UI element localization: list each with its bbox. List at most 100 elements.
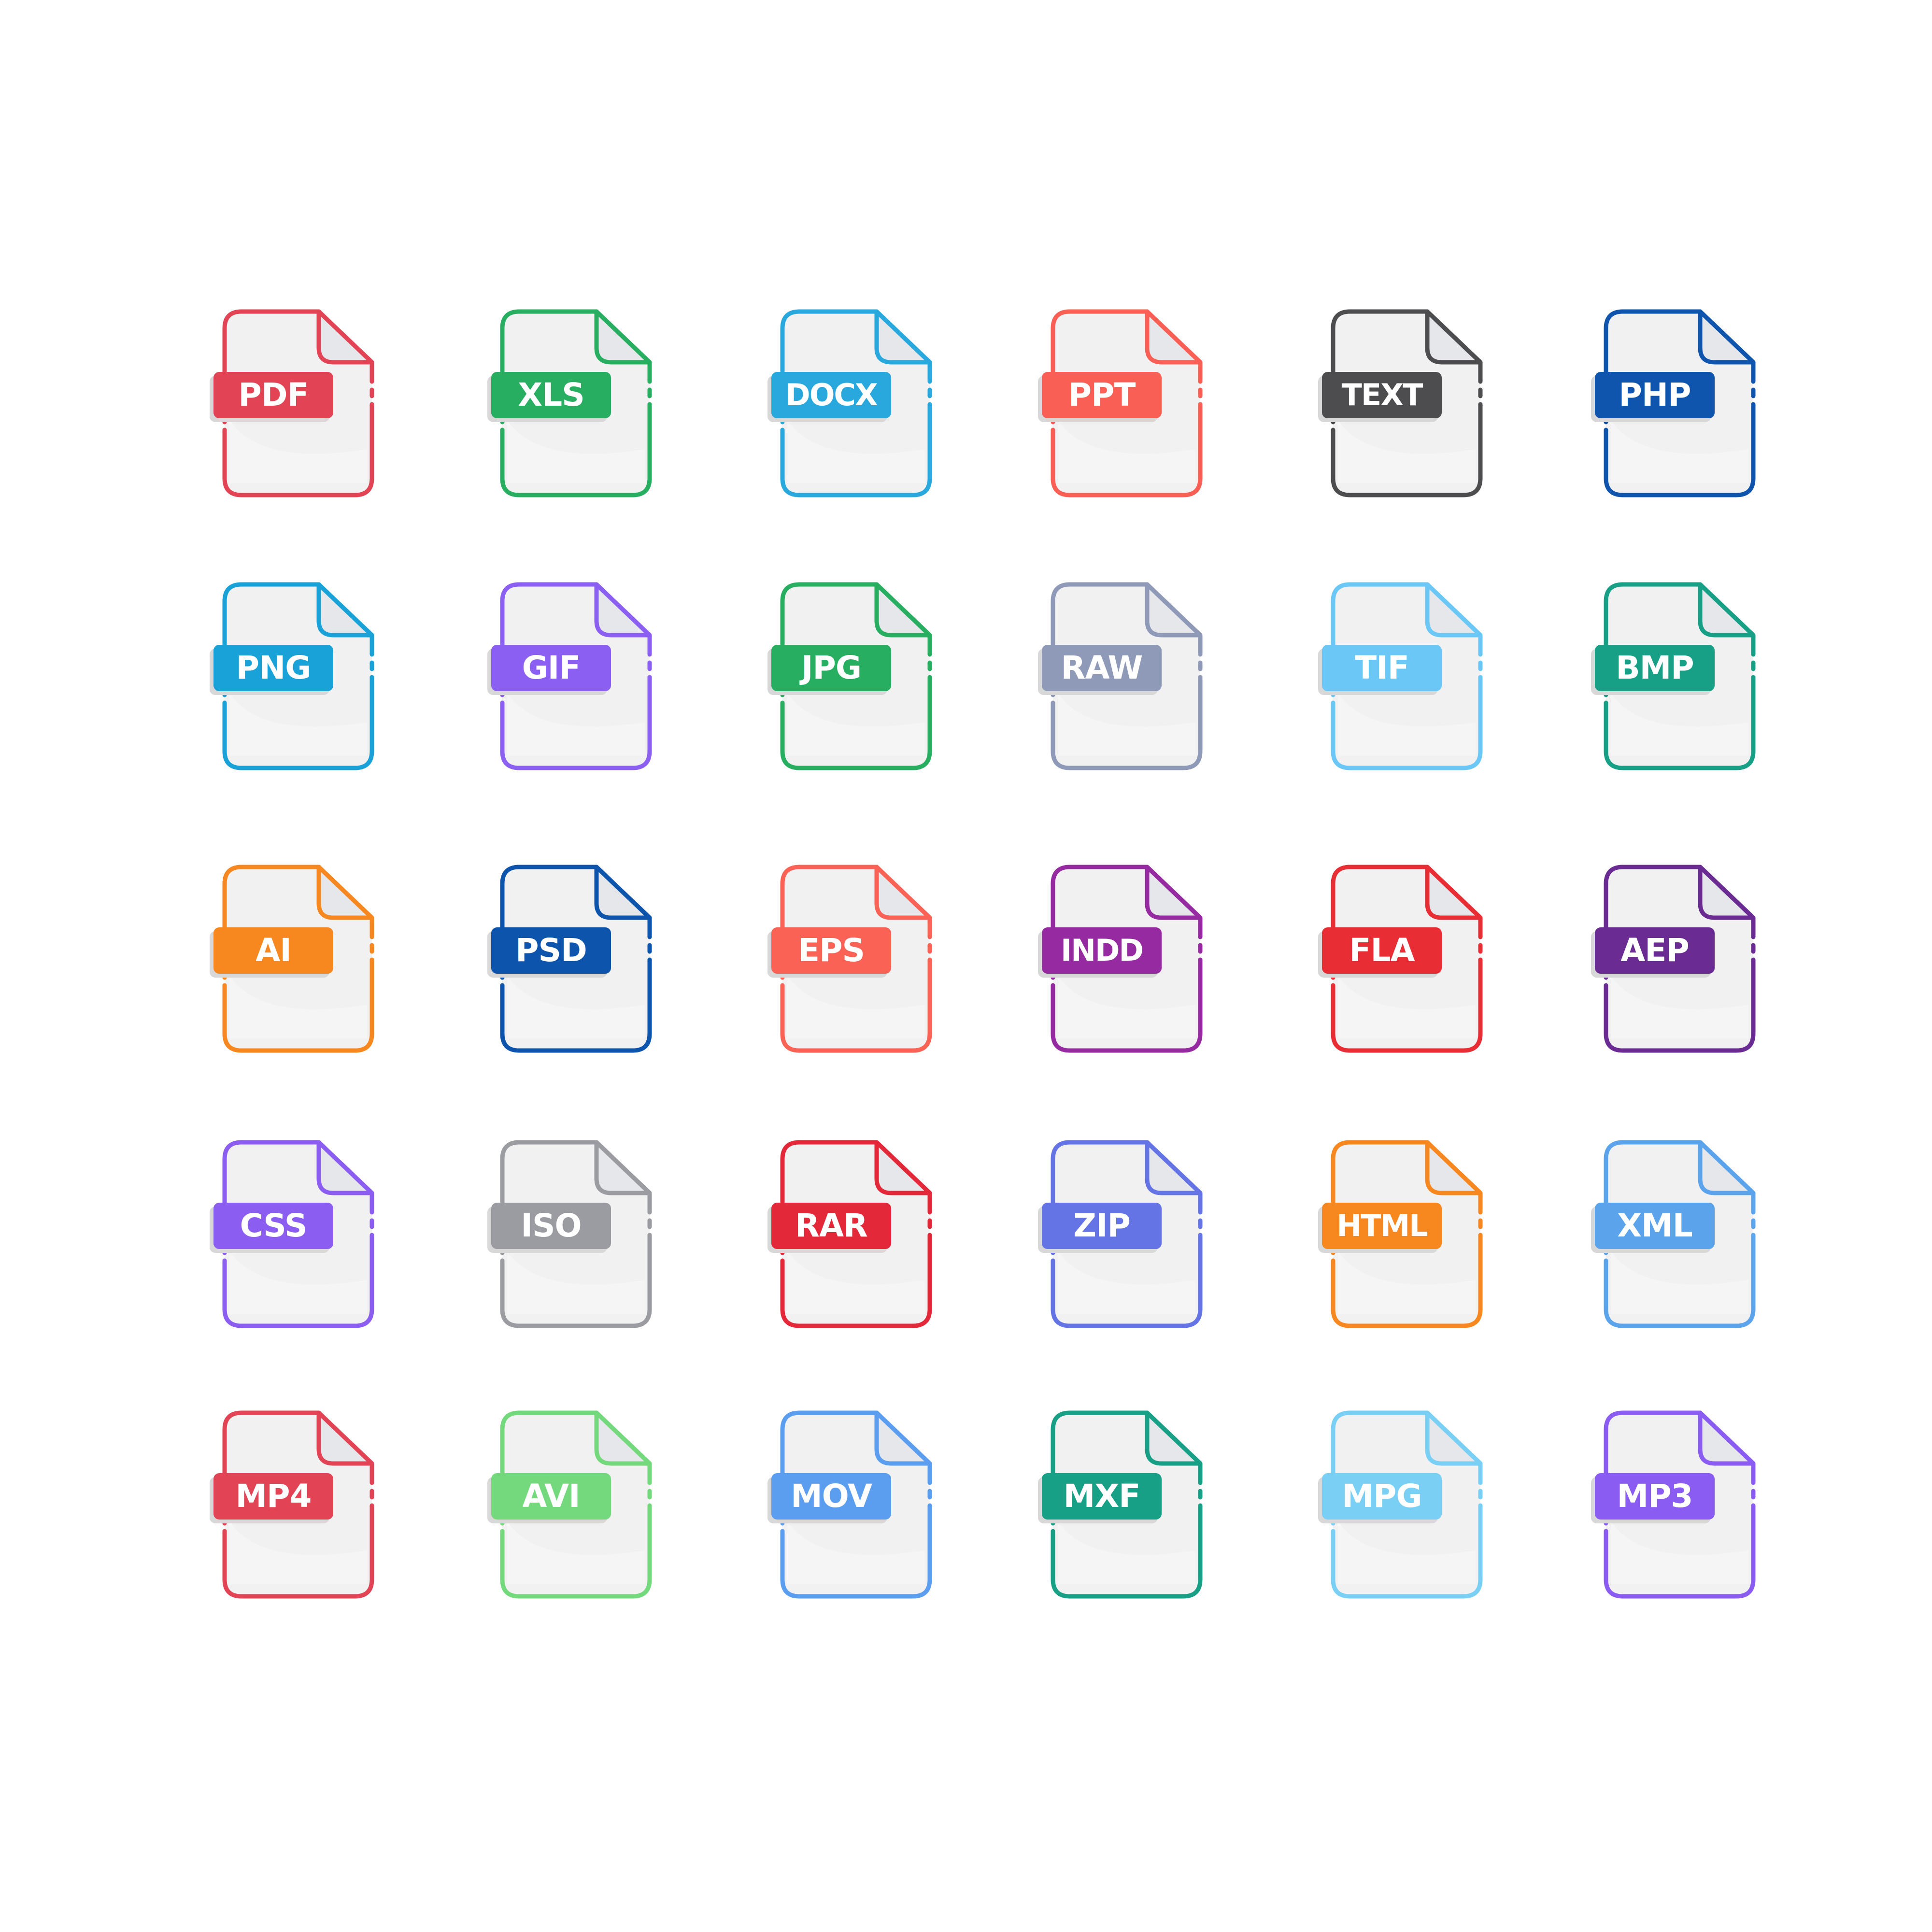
folded-corner-icon <box>594 1140 652 1195</box>
file-type-label: CSS <box>213 1203 333 1249</box>
folded-corner-icon <box>1425 865 1483 920</box>
file-type-label: PNG <box>213 645 333 691</box>
folded-corner-icon <box>316 865 374 920</box>
folded-corner-icon <box>1698 582 1756 638</box>
file-type-label: MOV <box>771 1473 891 1520</box>
file-icon-xls: XLS <box>466 299 756 570</box>
file-document-icon <box>1331 309 1483 497</box>
file-type-label: TEXT <box>1322 372 1442 418</box>
folded-corner-icon <box>1425 582 1483 638</box>
file-document-icon <box>500 1410 652 1599</box>
file-icon-avi: AVI <box>466 1401 756 1671</box>
folded-corner-icon <box>1145 582 1203 638</box>
file-icon-mxf: MXF <box>1017 1401 1307 1671</box>
file-icon-html: HTML <box>1297 1130 1587 1401</box>
file-document-icon <box>1604 582 1756 770</box>
file-type-label: PDF <box>213 372 333 418</box>
file-document-icon <box>222 582 374 770</box>
file-icon-png: PNG <box>188 572 478 843</box>
file-type-label: DOCX <box>771 372 891 418</box>
file-type-label: EPS <box>771 927 891 974</box>
file-type-label: MPG <box>1322 1473 1442 1520</box>
file-document-icon <box>222 1410 374 1599</box>
file-icon-ai: AI <box>188 855 478 1125</box>
folded-corner-icon <box>1425 1140 1483 1195</box>
folded-corner-icon <box>1425 309 1483 365</box>
file-icon-iso: ISO <box>466 1130 756 1401</box>
file-document-icon <box>222 309 374 497</box>
file-document-icon <box>780 1140 932 1328</box>
file-type-label: AI <box>213 927 333 974</box>
file-icon-tif: TIF <box>1297 572 1587 843</box>
folded-corner-icon <box>1698 1140 1756 1195</box>
file-type-label: JPG <box>771 645 891 691</box>
folded-corner-icon <box>1698 309 1756 365</box>
file-document-icon <box>500 582 652 770</box>
file-document-icon <box>1604 1140 1756 1328</box>
file-document-icon <box>1331 1140 1483 1328</box>
file-icon-text: TEXT <box>1297 299 1587 570</box>
file-type-label: XML <box>1595 1203 1715 1249</box>
file-document-icon <box>1331 865 1483 1053</box>
file-icon-bmp: BMP <box>1570 572 1860 843</box>
folded-corner-icon <box>1145 309 1203 365</box>
file-type-label: RAW <box>1042 645 1162 691</box>
file-document-icon <box>1331 1410 1483 1599</box>
folded-corner-icon <box>594 1410 652 1466</box>
file-type-label: BMP <box>1595 645 1715 691</box>
file-document-icon <box>1604 865 1756 1053</box>
file-document-icon <box>1051 1410 1203 1599</box>
folded-corner-icon <box>1425 1410 1483 1466</box>
file-icon-raw: RAW <box>1017 572 1307 843</box>
folded-corner-icon <box>594 309 652 365</box>
file-icon-css: CSS <box>188 1130 478 1401</box>
file-type-label: GIF <box>491 645 611 691</box>
file-type-label: AEP <box>1595 927 1715 974</box>
folded-corner-icon <box>874 1410 932 1466</box>
file-type-label: ISO <box>491 1203 611 1249</box>
file-document-icon <box>1331 582 1483 770</box>
file-document-icon <box>1051 309 1203 497</box>
folded-corner-icon <box>316 1140 374 1195</box>
folded-corner-icon <box>316 1410 374 1466</box>
folded-corner-icon <box>1145 1140 1203 1195</box>
file-type-label: MXF <box>1042 1473 1162 1520</box>
file-document-icon <box>1051 865 1203 1053</box>
file-icon-rar: RAR <box>746 1130 1036 1401</box>
file-icon-aep: AEP <box>1570 855 1860 1125</box>
file-icon-pdf: PDF <box>188 299 478 570</box>
file-type-label: TIF <box>1322 645 1442 691</box>
file-icon-psd: PSD <box>466 855 756 1125</box>
folded-corner-icon <box>594 865 652 920</box>
file-icon-php: PHP <box>1570 299 1860 570</box>
file-type-label: INDD <box>1042 927 1162 974</box>
file-icon-mp3: MP3 <box>1570 1401 1860 1671</box>
file-document-icon <box>780 1410 932 1599</box>
file-icon-mov: MOV <box>746 1401 1036 1671</box>
folded-corner-icon <box>874 865 932 920</box>
file-document-icon <box>1051 582 1203 770</box>
file-icon-eps: EPS <box>746 855 1036 1125</box>
file-document-icon <box>222 865 374 1053</box>
folded-corner-icon <box>874 1140 932 1195</box>
file-document-icon <box>222 1140 374 1328</box>
file-document-icon <box>1604 309 1756 497</box>
file-document-icon <box>780 309 932 497</box>
file-type-label: ZIP <box>1042 1203 1162 1249</box>
file-icon-xml: XML <box>1570 1130 1860 1401</box>
file-type-label: PSD <box>491 927 611 974</box>
file-type-label: HTML <box>1322 1203 1442 1249</box>
file-document-icon <box>500 1140 652 1328</box>
file-icon-fla: FLA <box>1297 855 1587 1125</box>
file-document-icon <box>780 582 932 770</box>
file-type-label: PHP <box>1595 372 1715 418</box>
file-document-icon <box>500 309 652 497</box>
file-type-label: MP4 <box>213 1473 333 1520</box>
folded-corner-icon <box>316 582 374 638</box>
file-type-label: RAR <box>771 1203 891 1249</box>
file-type-label: MP3 <box>1595 1473 1715 1520</box>
file-icon-mp4: MP4 <box>188 1401 478 1671</box>
file-type-label: AVI <box>491 1473 611 1520</box>
folded-corner-icon <box>1698 1410 1756 1466</box>
